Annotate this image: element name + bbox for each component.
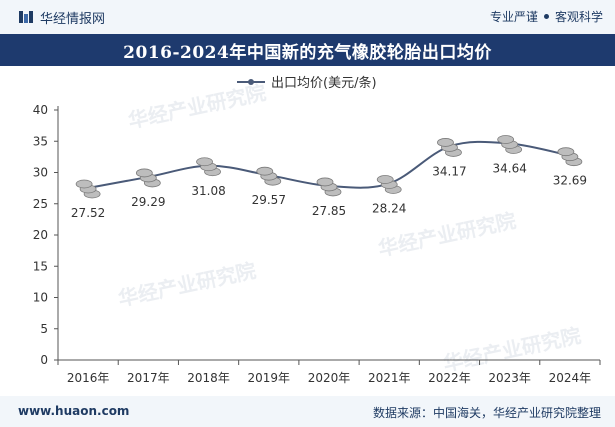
- footer-url[interactable]: www.huaon.com: [18, 404, 130, 418]
- data-point: [557, 147, 583, 167]
- brand[interactable]: 华经情报网: [18, 7, 105, 27]
- watermark-1: 华经产业研究院: [376, 208, 518, 261]
- coin-icon: [135, 168, 153, 178]
- coin-icon: [376, 175, 394, 184]
- tag-objective: 客观科学: [554, 10, 603, 24]
- coin-icon: [256, 166, 274, 176]
- brand-logo-icon: [19, 11, 33, 23]
- data-label: 27.85: [312, 204, 346, 218]
- watermark-0: 华经产业研究院: [126, 80, 268, 133]
- x-tick-label: 2017年: [127, 371, 170, 385]
- y-tick-label: 40: [33, 103, 48, 117]
- data-label: 29.29: [131, 195, 165, 209]
- x-tick-label: 2018年: [187, 371, 230, 385]
- data-point: [497, 135, 523, 154]
- legend-label: 出口均价(美元/条): [271, 75, 377, 91]
- separator-dot-icon: [543, 14, 549, 19]
- watermark-2: 华经产业研究院: [116, 258, 258, 311]
- x-tick-label: 2023年: [488, 371, 531, 385]
- chart-title: 2016-2024年中国新的充气橡胶轮胎出口均价: [123, 42, 492, 63]
- data-label: 29.57: [252, 193, 286, 207]
- x-tick-label: 2020年: [308, 371, 351, 385]
- coin-icon: [196, 157, 213, 167]
- data-point: [196, 157, 221, 177]
- data-label: 32.69: [553, 174, 587, 188]
- y-tick-label: 10: [33, 291, 48, 305]
- watermark-3: 华经产业研究院: [441, 323, 583, 376]
- y-tick-label: 0: [40, 353, 48, 367]
- data-label: 34.64: [492, 162, 526, 176]
- y-tick-label: 30: [33, 166, 48, 180]
- data-label: 28.24: [372, 202, 406, 216]
- x-tick-label: 2019年: [248, 371, 291, 385]
- tag-professional: 专业严谨: [489, 10, 538, 24]
- data-point: [316, 177, 342, 197]
- coin-icon: [557, 147, 575, 157]
- x-tick-label: 2022年: [428, 371, 471, 385]
- data-label: 31.08: [191, 184, 225, 198]
- y-tick-label: 20: [33, 228, 48, 242]
- data-label: 27.52: [71, 206, 105, 220]
- data-point: [256, 166, 282, 186]
- data-point: [75, 179, 101, 199]
- x-tick-label: 2016年: [67, 371, 110, 385]
- coin-icon: [75, 179, 93, 189]
- data-point: [135, 168, 161, 188]
- x-tick-label: 2021年: [368, 371, 411, 385]
- data-point: [437, 138, 462, 157]
- legend-marker: [248, 79, 254, 85]
- brand-name: 华经情报网: [40, 11, 106, 27]
- y-tick-label: 25: [33, 197, 48, 211]
- footer-source: 数据来源：中国海关，华经产业研究院整理: [372, 406, 601, 420]
- data-label: 34.17: [432, 164, 466, 178]
- coin-icon: [316, 177, 334, 187]
- header-tags: 专业严谨 客观科学: [490, 8, 603, 25]
- footer: www.huaon.com 数据来源：中国海关，华经产业研究院整理: [0, 396, 615, 427]
- data-point: [376, 175, 402, 194]
- coin-icon: [497, 135, 515, 144]
- chart: 华经产业研究院华经产业研究院华经产业研究院华经产业研究院051015202530…: [33, 75, 601, 385]
- y-tick-label: 5: [40, 322, 48, 336]
- y-tick-label: 15: [33, 259, 48, 273]
- y-tick-label: 35: [33, 134, 48, 148]
- coin-icon: [437, 138, 454, 147]
- top-bar: 华经情报网 专业严谨 客观科学: [0, 0, 615, 34]
- title-bar: 2016-2024年中国新的充气橡胶轮胎出口均价: [0, 34, 615, 66]
- x-tick-label: 2024年: [549, 371, 592, 385]
